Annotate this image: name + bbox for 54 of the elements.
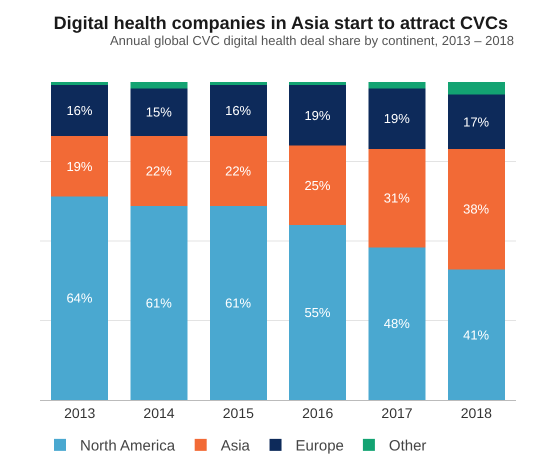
data-label: 19%: [384, 111, 410, 126]
bar: [368, 88, 426, 149]
legend-label: Asia: [220, 438, 251, 455]
bar: [368, 247, 426, 400]
bar: [448, 148, 505, 270]
chart-subtitle: Annual global CVC digital health deal share by continent, 2013 – 2018: [110, 33, 514, 48]
bar: [51, 85, 108, 136]
bar: [210, 82, 267, 86]
data-label: 19%: [304, 108, 331, 123]
data-label: 17%: [463, 114, 490, 130]
legend-label: North America: [80, 438, 176, 455]
legend-label: Europe: [296, 438, 344, 455]
bar: [210, 136, 267, 206]
bar: [51, 82, 108, 86]
x-tick-label: 2017: [381, 404, 413, 421]
bar: [130, 136, 188, 206]
data-label: 22%: [146, 164, 172, 179]
bar: [210, 206, 267, 400]
bar: [448, 270, 505, 400]
data-label: 64%: [66, 290, 93, 306]
x-tick-label: 2014: [143, 404, 175, 421]
data-label: 16%: [225, 103, 252, 118]
bar: [51, 196, 108, 400]
bar: [210, 85, 267, 136]
data-label: 15%: [146, 104, 172, 120]
bar: [130, 206, 188, 400]
bar: [289, 82, 346, 86]
data-label: 22%: [225, 164, 252, 179]
x-tick-label: 2016: [302, 404, 334, 421]
x-tick-label: 2018: [460, 404, 492, 421]
x-tick-label: 2015: [222, 404, 254, 421]
data-label: 19%: [66, 158, 93, 174]
chart-title: Digital health companies in Asia start to attract CVCs: [54, 13, 508, 34]
bar: [51, 136, 108, 196]
bar: [448, 94, 505, 149]
data-label: 38%: [463, 202, 490, 217]
data-label: 16%: [66, 103, 93, 118]
bar: [289, 146, 346, 226]
data-label: 61%: [225, 296, 252, 311]
bar: [448, 82, 505, 95]
data-label: 55%: [304, 305, 331, 320]
legend-label: Other: [388, 438, 426, 455]
bar: [289, 225, 346, 400]
bar: [368, 148, 426, 248]
bar: [289, 85, 346, 146]
data-label: 48%: [384, 316, 410, 332]
data-label: 25%: [304, 178, 331, 193]
data-label: 41%: [463, 327, 490, 342]
data-label: 31%: [384, 190, 410, 206]
bar: [130, 88, 188, 136]
bar: [368, 82, 426, 88]
data-label: 61%: [146, 296, 172, 311]
bar: [130, 82, 188, 88]
x-tick-label: 2013: [64, 404, 96, 421]
